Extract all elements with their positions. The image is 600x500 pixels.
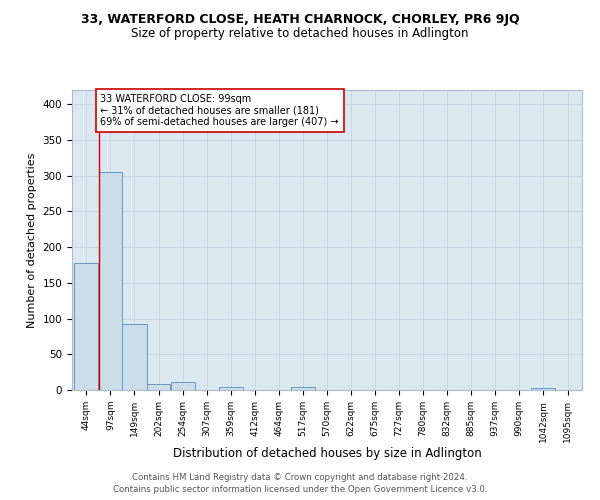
Bar xyxy=(218,387,242,390)
Bar xyxy=(98,172,122,390)
Text: 33 WATERFORD CLOSE: 99sqm
← 31% of detached houses are smaller (181)
69% of semi: 33 WATERFORD CLOSE: 99sqm ← 31% of detac… xyxy=(100,94,339,127)
Text: Contains public sector information licensed under the Open Government Licence v3: Contains public sector information licen… xyxy=(113,485,487,494)
Bar xyxy=(170,382,194,390)
Text: Size of property relative to detached houses in Adlington: Size of property relative to detached ho… xyxy=(131,28,469,40)
Y-axis label: Number of detached properties: Number of detached properties xyxy=(27,152,37,328)
Bar xyxy=(147,384,170,390)
Bar xyxy=(74,263,98,390)
Bar xyxy=(531,388,556,390)
X-axis label: Distribution of detached houses by size in Adlington: Distribution of detached houses by size … xyxy=(173,448,481,460)
Text: 33, WATERFORD CLOSE, HEATH CHARNOCK, CHORLEY, PR6 9JQ: 33, WATERFORD CLOSE, HEATH CHARNOCK, CHO… xyxy=(80,12,520,26)
Bar xyxy=(122,324,146,390)
Bar xyxy=(291,387,315,390)
Text: Contains HM Land Registry data © Crown copyright and database right 2024.: Contains HM Land Registry data © Crown c… xyxy=(132,472,468,482)
